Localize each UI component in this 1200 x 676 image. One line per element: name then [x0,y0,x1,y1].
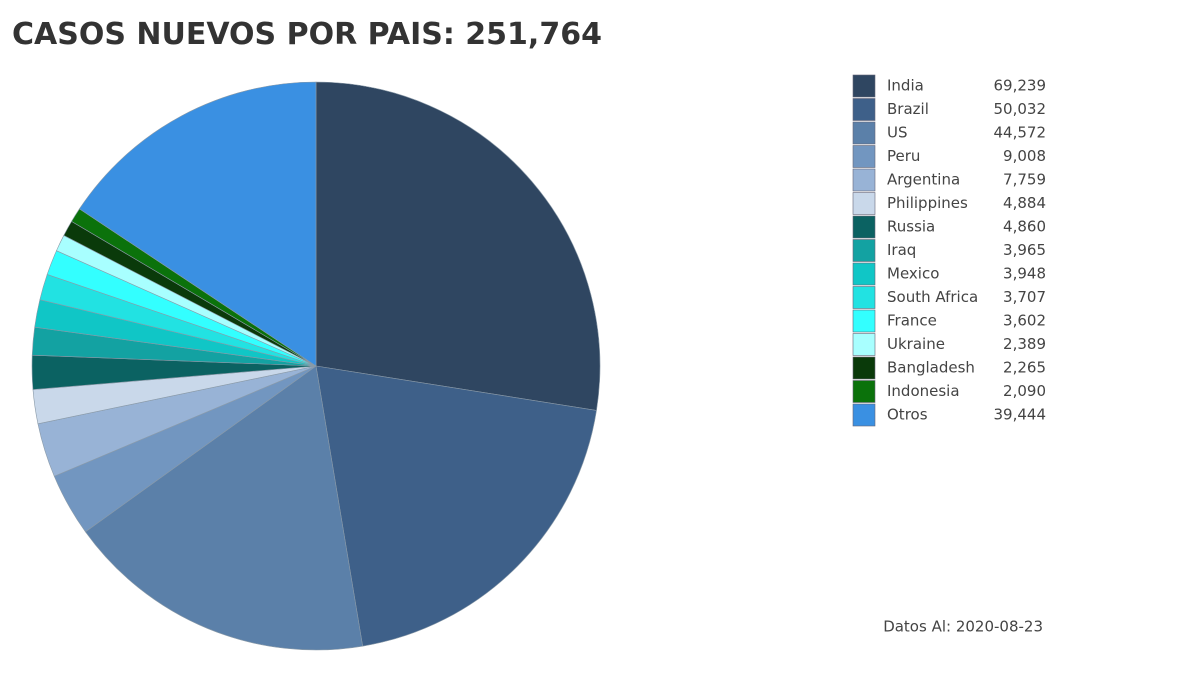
legend-swatch [852,286,876,309]
legend-label: India [887,77,924,95]
legend-swatch [852,121,876,145]
legend-label: Bangladesh [887,359,975,377]
legend-swatch [852,333,876,356]
legend-value: 3,602 [1003,312,1046,330]
legend-swatch [852,98,876,121]
legend-label: South Africa [887,288,978,306]
legend-swatch [852,215,876,239]
legend-value: 3,965 [1003,241,1046,259]
legend-label: Mexico [887,265,939,283]
legend-swatch [852,262,876,286]
legend-swatch [852,309,876,333]
legend-swatch [852,403,876,427]
pie-slice [79,81,317,367]
legend-value: 7,759 [1003,171,1046,189]
legend-value: 50,032 [994,100,1047,118]
legend-value: 9,008 [1003,147,1046,165]
legend-swatch [852,74,876,98]
legend-label: France [887,312,937,330]
legend-value: 2,389 [1003,335,1046,353]
chart-title: CASOS NUEVOS POR PAIS: 251,764 [12,17,602,52]
legend-label: Otros [887,406,928,424]
legend-label: Iraq [887,241,916,259]
legend-label: Indonesia [887,382,960,400]
legend-value: 3,707 [1003,288,1046,306]
date-note: Datos Al: 2020-08-23 [883,618,1043,636]
legend-swatch [852,380,876,403]
legend-value: 4,884 [1003,194,1046,212]
legend-value: 2,265 [1003,359,1046,377]
pie-slice [315,81,601,411]
legend-label: Brazil [887,100,929,118]
legend-label: Peru [887,147,920,165]
legend-swatch [852,168,876,192]
legend-value: 2,090 [1003,382,1046,400]
pie-slice [315,365,597,647]
legend-swatch [852,239,876,262]
legend-swatch [852,192,876,215]
pie-slice [85,365,363,651]
legend-swatch [852,356,876,380]
legend-label: Argentina [887,171,960,189]
legend-label: Ukraine [887,335,945,353]
legend-value: 69,239 [994,77,1047,95]
legend-value: 4,860 [1003,218,1046,236]
legend-label: Russia [887,218,935,236]
legend-label: Philippines [887,194,968,212]
legend-value: 39,444 [994,406,1047,424]
legend-label: US [887,124,908,142]
legend-value: 3,948 [1003,265,1046,283]
legend-value: 44,572 [994,124,1047,142]
legend-swatch [852,145,876,168]
